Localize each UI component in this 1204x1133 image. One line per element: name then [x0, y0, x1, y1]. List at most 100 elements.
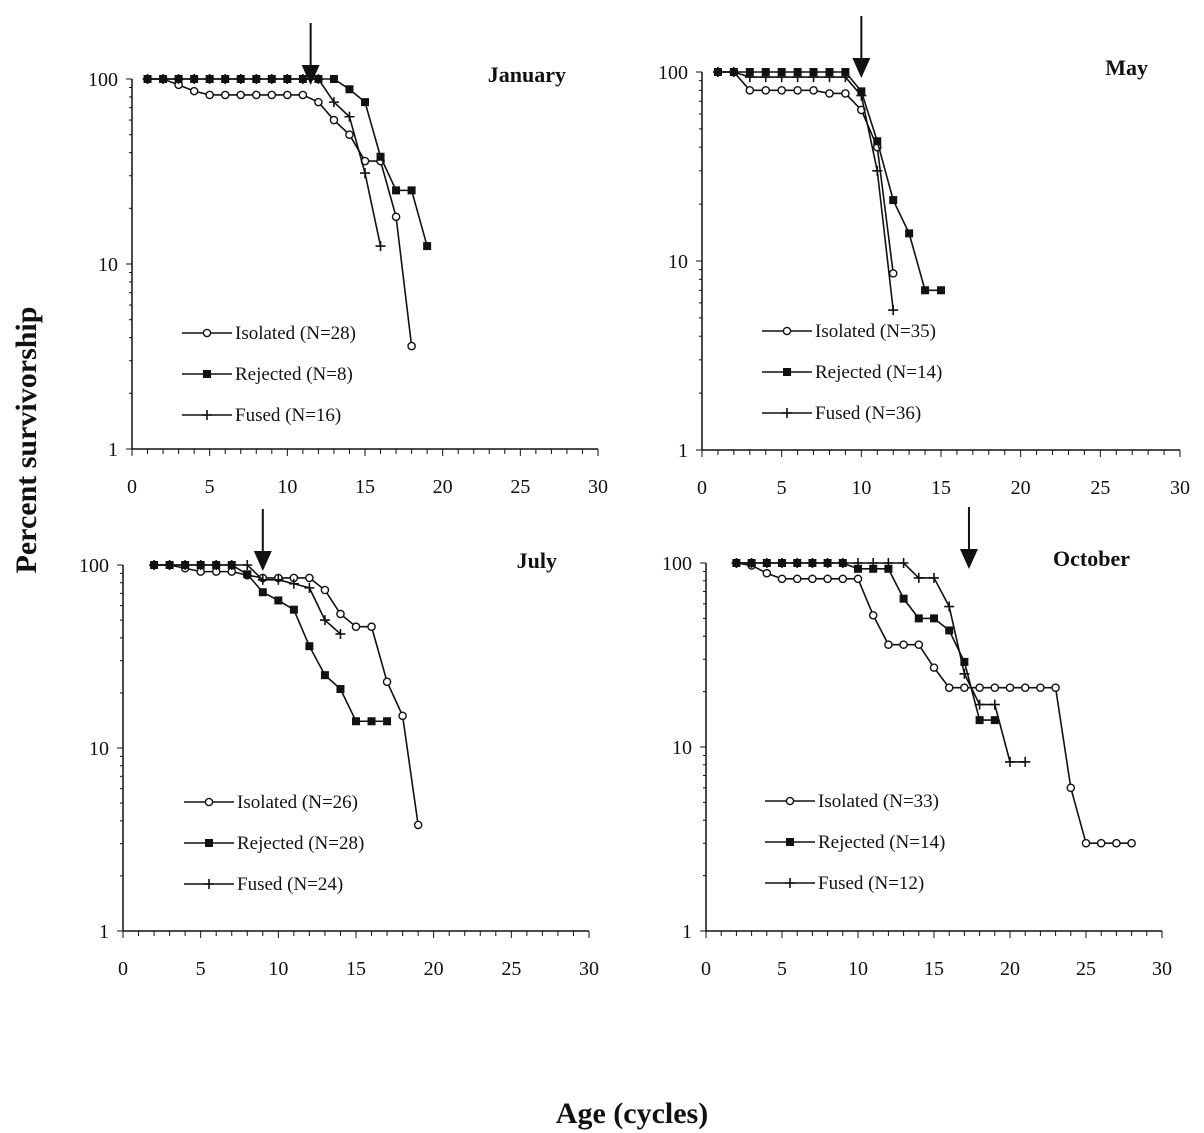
data-point — [990, 716, 999, 725]
x-tick-label: 20 — [433, 476, 453, 498]
data-point — [888, 305, 899, 316]
data-point — [413, 820, 423, 830]
x-tick-label: 10 — [848, 958, 868, 980]
data-point — [745, 86, 755, 95]
data-point — [990, 683, 1000, 693]
legend-marker — [782, 326, 792, 336]
series-plus — [712, 67, 899, 316]
y-tick-label: 1 — [108, 439, 118, 461]
legend-entry: Isolated (N=35) — [762, 321, 936, 342]
data-point — [345, 85, 354, 94]
data-point — [809, 68, 818, 76]
series-line — [717, 71, 941, 292]
legend-marker — [205, 839, 213, 847]
legend-entry: Rejected (N=14) — [765, 832, 945, 853]
data-point — [320, 585, 330, 595]
data-point — [914, 614, 923, 623]
panel-january: 1 10 100 0 5 10 15 20 25 30 January Isolated (N=28)… — [88, 23, 608, 498]
data-point — [360, 168, 370, 179]
data-point — [274, 596, 283, 605]
y-tick-label: 1 — [682, 921, 692, 943]
x-tick-label: 15 — [355, 476, 375, 498]
x-tick-label: 5 — [777, 958, 787, 980]
legend-label: Rejected (N=8) — [235, 364, 353, 385]
data-point — [189, 74, 200, 84]
data-point — [944, 683, 954, 693]
data-point — [884, 640, 893, 649]
arrow-head — [852, 58, 871, 78]
x-tick-label: 15 — [346, 958, 366, 980]
data-point — [314, 97, 323, 107]
legend-marker — [204, 797, 214, 807]
data-point — [344, 111, 355, 122]
data-point — [712, 67, 723, 77]
x-tick-label: 15 — [931, 477, 951, 499]
data-point — [236, 90, 246, 100]
data-point — [823, 574, 832, 584]
legend-label: Fused (N=24) — [237, 874, 343, 895]
legend-marker — [202, 328, 212, 338]
data-point — [383, 717, 392, 726]
data-point — [960, 683, 969, 693]
y-tick-label: 10 — [668, 251, 688, 273]
legend-label: Rejected (N=28) — [237, 833, 364, 854]
legend-label: Isolated (N=28) — [235, 323, 356, 344]
data-point — [1081, 838, 1091, 848]
data-point — [289, 605, 298, 614]
legend-label: Isolated (N=35) — [815, 321, 936, 342]
data-point — [336, 609, 345, 619]
data-point — [792, 574, 802, 584]
data-point — [777, 68, 786, 76]
data-point — [840, 72, 851, 83]
series-plus — [142, 74, 386, 252]
x-tick-label: 5 — [196, 958, 206, 980]
data-point — [304, 582, 315, 593]
series-filled-square — [150, 561, 392, 726]
data-point — [320, 671, 329, 680]
data-point — [211, 560, 222, 570]
y-tick-label: 100 — [79, 555, 109, 577]
data-point — [1096, 838, 1106, 848]
data-point — [367, 622, 376, 632]
y-tick-label: 100 — [658, 62, 688, 84]
x-tick-label: 30 — [588, 476, 608, 498]
legend-entry: Rejected (N=8) — [182, 364, 353, 385]
legend-label: Fused (N=36) — [815, 403, 921, 424]
x-tick-label: 20 — [1011, 477, 1031, 499]
data-point — [204, 74, 215, 84]
y-tick-label: 10 — [89, 738, 109, 760]
legend-marker — [785, 878, 795, 888]
data-point — [235, 74, 246, 84]
data-point — [392, 186, 401, 195]
data-point — [841, 89, 850, 98]
series-open-circle — [713, 67, 898, 278]
series-filled-square — [143, 75, 432, 251]
data-point — [220, 74, 231, 84]
x-tick-label: 5 — [205, 476, 215, 498]
data-point — [298, 90, 308, 100]
data-point — [930, 614, 938, 623]
data-point — [351, 622, 361, 632]
data-point — [905, 229, 914, 238]
data-point — [974, 699, 985, 710]
legend-marker — [786, 838, 794, 846]
data-point — [929, 572, 939, 583]
x-tick-label: 25 — [501, 958, 521, 980]
legend-label: Isolated (N=26) — [237, 792, 358, 813]
legend-marker — [204, 879, 214, 889]
panel-title: January — [488, 62, 566, 87]
data-point — [149, 560, 160, 570]
data-point — [205, 90, 214, 100]
series-line — [147, 78, 382, 247]
data-point — [1066, 783, 1076, 793]
data-point — [283, 90, 292, 100]
series-line — [736, 562, 1026, 763]
series-plus — [731, 558, 1031, 767]
data-point — [367, 717, 376, 726]
data-point — [328, 97, 339, 108]
data-point — [898, 558, 909, 568]
data-point — [899, 594, 908, 603]
data-point — [251, 74, 262, 84]
data-point — [825, 68, 834, 76]
